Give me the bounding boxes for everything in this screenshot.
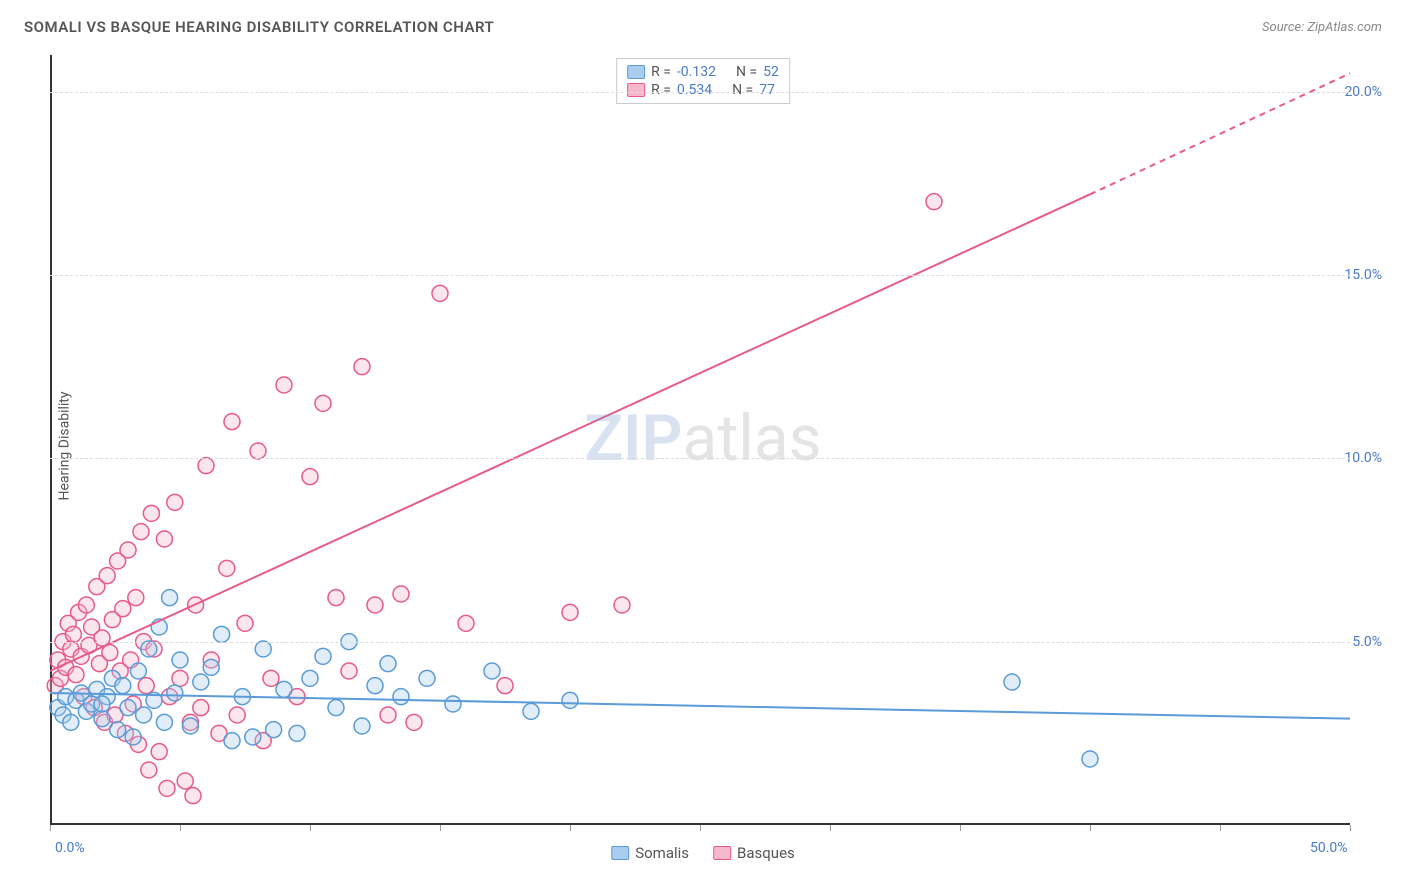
swatch-somalis-icon: [611, 846, 629, 860]
n-label: N =: [736, 64, 757, 80]
legend-row-somalis: R = -0.132 N = 52: [627, 63, 779, 81]
series-legend: Somalis Basques: [611, 844, 795, 862]
y-tick-label: 10.0%: [1344, 450, 1382, 466]
y-tick-label: 15.0%: [1344, 267, 1382, 283]
correlation-legend: R = -0.132 N = 52 R = 0.534 N = 77: [616, 58, 790, 104]
legend-item-basques: Basques: [713, 844, 795, 862]
n-value-basques: 77: [759, 82, 775, 98]
r-value-somalis: -0.132: [677, 64, 716, 80]
r-label: R =: [651, 82, 671, 98]
y-tick-label: 5.0%: [1352, 634, 1382, 650]
swatch-somalis: [627, 65, 645, 79]
swatch-basques-icon: [713, 846, 731, 860]
chart-title: SOMALI VS BASQUE HEARING DISABILITY CORR…: [24, 18, 494, 36]
r-value-basques: 0.534: [677, 82, 712, 98]
source-attribution: Source: ZipAtlas.com: [1262, 20, 1382, 35]
legend-item-somalis: Somalis: [611, 844, 689, 862]
swatch-basques: [627, 83, 645, 97]
legend-row-basques: R = 0.534 N = 77: [627, 81, 779, 99]
x-tick-label: 0.0%: [55, 840, 85, 856]
y-tick-label: 20.0%: [1344, 84, 1382, 100]
n-value-somalis: 52: [763, 64, 779, 80]
x-tick-label: 50.0%: [1310, 840, 1348, 856]
scatter-svg: [50, 55, 1350, 825]
legend-label-basques: Basques: [737, 844, 795, 862]
n-label: N =: [732, 82, 753, 98]
r-label: R =: [651, 64, 671, 80]
legend-label-somalis: Somalis: [635, 844, 689, 862]
